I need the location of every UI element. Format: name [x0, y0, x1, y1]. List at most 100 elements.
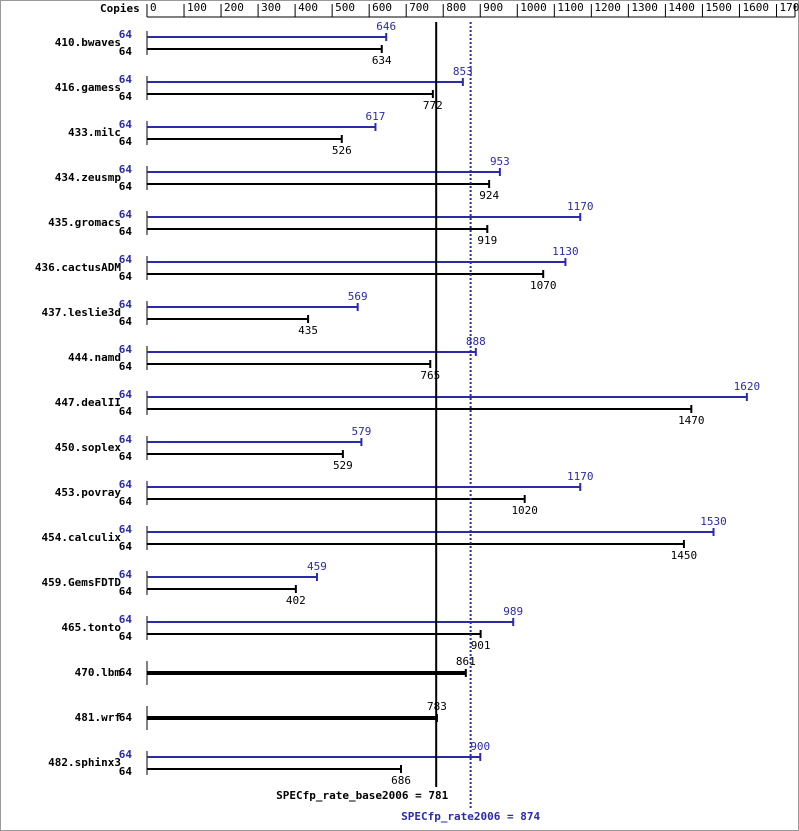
copies-label: 64: [119, 343, 133, 356]
copies-label: 64: [119, 666, 133, 679]
x-tick-label: 100: [187, 1, 207, 14]
x-tick-label: 1300: [631, 1, 658, 14]
value-label: 1020: [511, 504, 538, 517]
category-label: 482.sphinx3: [48, 756, 121, 769]
category-label: 450.soplex: [55, 441, 122, 454]
value-label: 402: [286, 594, 306, 607]
copies-label: 64: [119, 711, 133, 724]
x-tick-label: 1600: [742, 1, 769, 14]
x-tick-label: 900: [483, 1, 503, 14]
category-label: 410.bwaves: [55, 36, 121, 49]
category-label: 481.wrf: [75, 711, 121, 724]
copies-header: Copies: [100, 2, 140, 15]
value-label: 634: [372, 54, 392, 67]
value-label: 1470: [678, 414, 705, 427]
copies-label: 64: [119, 388, 133, 401]
value-label: 459: [307, 560, 327, 573]
copies-label: 64: [119, 748, 133, 761]
value-label: 1170: [567, 200, 594, 213]
value-label: 686: [391, 774, 411, 787]
copies-label: 64: [119, 765, 133, 778]
x-tick-label: 1400: [668, 1, 695, 14]
x-tick-label: 1700: [779, 1, 799, 14]
x-tick-label: 600: [372, 1, 392, 14]
x-tick-label: 800: [446, 1, 466, 14]
copies-label: 64: [119, 270, 133, 283]
x-tick-label: 0: [150, 1, 157, 14]
copies-label: 64: [119, 630, 133, 643]
reference-label: SPECfp_rate2006 = 874: [401, 810, 540, 823]
value-label: 861: [456, 655, 476, 668]
x-tick-label: 200: [224, 1, 244, 14]
value-label: 1450: [671, 549, 698, 562]
value-label: 772: [423, 99, 443, 112]
value-label: 1130: [552, 245, 579, 258]
copies-label: 64: [119, 118, 133, 131]
copies-label: 64: [119, 298, 133, 311]
copies-label: 64: [119, 433, 133, 446]
value-label: 1530: [700, 515, 727, 528]
x-tick-label: 400: [298, 1, 318, 14]
value-label: 989: [503, 605, 523, 618]
copies-label: 64: [119, 73, 133, 86]
category-label: 453.povray: [55, 486, 122, 499]
x-tick-label: 1000: [520, 1, 547, 14]
value-label: 924: [479, 189, 499, 202]
copies-label: 64: [119, 225, 133, 238]
value-label: 646: [376, 20, 396, 33]
copies-label: 64: [119, 495, 133, 508]
value-label: 579: [351, 425, 371, 438]
copies-label: 64: [119, 163, 133, 176]
value-label: 529: [333, 459, 353, 472]
x-tick-label: 1500: [705, 1, 732, 14]
x-tick-label: 1100: [557, 1, 584, 14]
category-label: 470.lbm: [75, 666, 122, 679]
value-label: 1170: [567, 470, 594, 483]
value-label: 900: [470, 740, 490, 753]
copies-label: 64: [119, 90, 133, 103]
x-tick-label: 700: [409, 1, 429, 14]
x-tick-label: 500: [335, 1, 355, 14]
category-label: 437.leslie3d: [42, 306, 121, 319]
copies-label: 64: [119, 180, 133, 193]
copies-label: 64: [119, 360, 133, 373]
reference-label: SPECfp_rate_base2006 = 781: [276, 789, 449, 802]
copies-label: 64: [119, 28, 133, 41]
value-label: 569: [348, 290, 368, 303]
copies-label: 64: [119, 405, 133, 418]
category-label: 447.dealII: [55, 396, 121, 409]
copies-label: 64: [119, 45, 133, 58]
category-label: 465.tonto: [61, 621, 121, 634]
value-label: 853: [453, 65, 473, 78]
category-label: 433.milc: [68, 126, 121, 139]
category-label: 444.namd: [68, 351, 121, 364]
copies-label: 64: [119, 478, 133, 491]
copies-label: 64: [119, 613, 133, 626]
value-label: 617: [366, 110, 386, 123]
copies-label: 64: [119, 585, 133, 598]
x-tick-label: 300: [261, 1, 281, 14]
category-label: 434.zeusmp: [55, 171, 122, 184]
category-label: 454.calculix: [42, 531, 122, 544]
copies-label: 64: [119, 523, 133, 536]
copies-label: 64: [119, 208, 133, 221]
category-label: 436.cactusADM: [35, 261, 121, 274]
value-label: 953: [490, 155, 510, 168]
x-tick-label: 1200: [594, 1, 621, 14]
value-label: 435: [298, 324, 318, 337]
value-label: 526: [332, 144, 352, 157]
value-label: 888: [466, 335, 486, 348]
value-label: 1620: [734, 380, 761, 393]
copies-label: 64: [119, 540, 133, 553]
value-label: 901: [471, 639, 491, 652]
copies-label: 64: [119, 315, 133, 328]
copies-label: 64: [119, 568, 133, 581]
value-label: 919: [477, 234, 497, 247]
category-label: 459.GemsFDTD: [42, 576, 122, 589]
value-label: 1070: [530, 279, 557, 292]
copies-label: 64: [119, 135, 133, 148]
category-label: 435.gromacs: [48, 216, 121, 229]
copies-label: 64: [119, 450, 133, 463]
